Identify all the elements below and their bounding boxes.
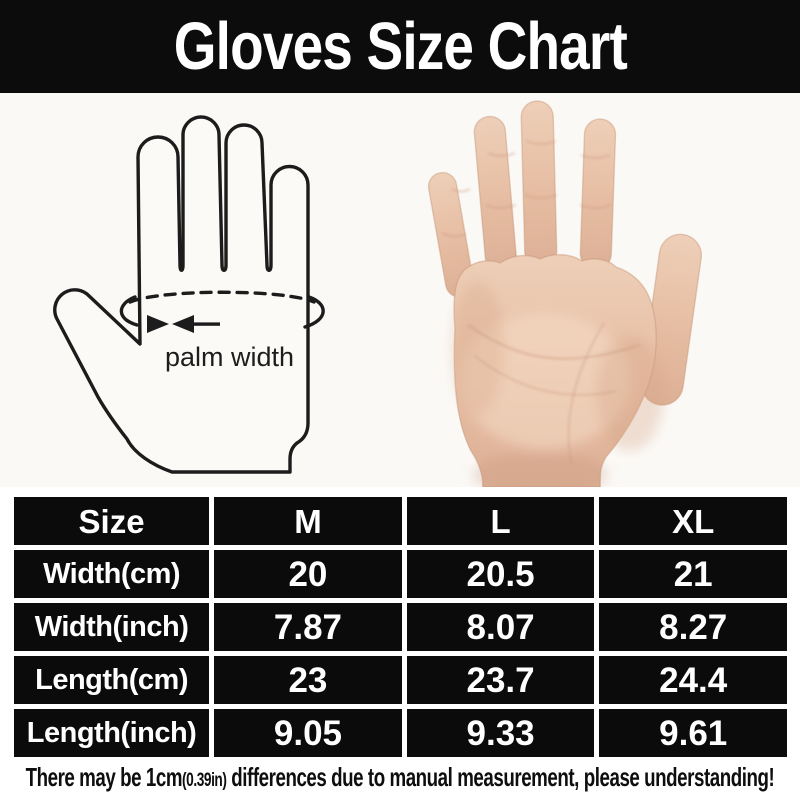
measurement-note: There may be 1cm(0.39in) differences due… — [0, 757, 800, 797]
length-inch-m: 9.05 — [214, 709, 402, 757]
illustration-strip: palm width — [0, 93, 800, 487]
width-inch-l: 8.07 — [406, 603, 595, 651]
palm-width-dashed-ellipse — [119, 290, 325, 329]
col-header-xl: XL — [599, 497, 787, 545]
col-header-m: M — [214, 497, 402, 545]
hand-outline-diagram — [53, 115, 310, 474]
hand-photo-illustration — [427, 100, 703, 487]
row-label-width-inch: Width(inch) — [14, 603, 210, 651]
palm-width-label: palm width — [165, 342, 294, 372]
width-cm-l: 20.5 — [406, 550, 595, 598]
gloves-size-table: Size M L XL Width(cm) 20 20.5 21 Width(i… — [14, 497, 787, 757]
length-inch-xl: 9.61 — [599, 709, 787, 757]
measure-arrows-icon — [147, 315, 220, 333]
note-inch-equivalent: (0.39in) — [182, 769, 227, 791]
page-title: Gloves Size Chart — [173, 9, 627, 84]
note-suffix: differences due to manual measurement, p… — [226, 761, 775, 792]
row-label-length-cm: Length(cm) — [14, 656, 210, 704]
hands-figure: palm width — [53, 100, 703, 487]
row-label-length-inch: Length(inch) — [14, 709, 210, 757]
title-banner: Gloves Size Chart — [0, 0, 800, 93]
length-cm-m: 23 — [214, 656, 402, 704]
measurement-note-text: There may be 1cm(0.39in) differences due… — [26, 762, 775, 793]
width-inch-m: 7.87 — [214, 603, 402, 651]
width-cm-m: 20 — [214, 550, 402, 598]
length-cm-l: 23.7 — [406, 656, 595, 704]
col-header-l: L — [406, 497, 595, 545]
width-inch-xl: 8.27 — [599, 603, 787, 651]
length-inch-l: 9.33 — [406, 709, 595, 757]
col-header-size: Size — [14, 497, 210, 545]
width-cm-xl: 21 — [599, 550, 787, 598]
row-label-width-cm: Width(cm) — [14, 550, 210, 598]
note-prefix: There may be 1cm — [25, 761, 183, 792]
length-cm-xl: 24.4 — [599, 656, 787, 704]
